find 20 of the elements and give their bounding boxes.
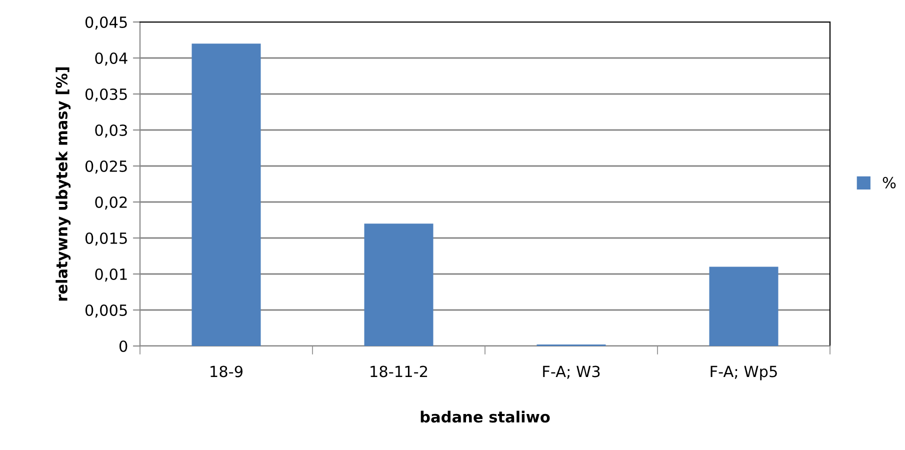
x-tick-label: 18-11-2 — [370, 366, 428, 378]
y-tick-label: 0 — [119, 340, 128, 352]
y-tick-label: 0,045 — [85, 16, 127, 30]
y-tick-label: 0,02 — [95, 196, 127, 210]
x-tick-label: F-A; Wp5 — [710, 366, 777, 380]
bar — [192, 44, 261, 346]
legend-label: % — [882, 176, 896, 188]
x-tick-label: F-A; W3 — [543, 366, 600, 379]
y-tick-label: 0,005 — [85, 304, 127, 318]
y-axis-title: relatywny ubytek masy [%] — [56, 67, 71, 301]
y-tick-label: 0,01 — [95, 268, 127, 282]
bar — [709, 266, 778, 346]
y-tick-label: 0,025 — [85, 160, 127, 174]
y-tick-label: 0,015 — [85, 232, 127, 246]
y-tick-label: 0,03 — [95, 124, 127, 138]
y-tick-label: 0,04 — [95, 52, 128, 66]
x-axis-title: badane staliwo — [420, 410, 550, 423]
x-tick-label: 18-9 — [210, 366, 243, 378]
y-tick-label: 0,035 — [85, 88, 127, 102]
bar — [364, 224, 434, 346]
